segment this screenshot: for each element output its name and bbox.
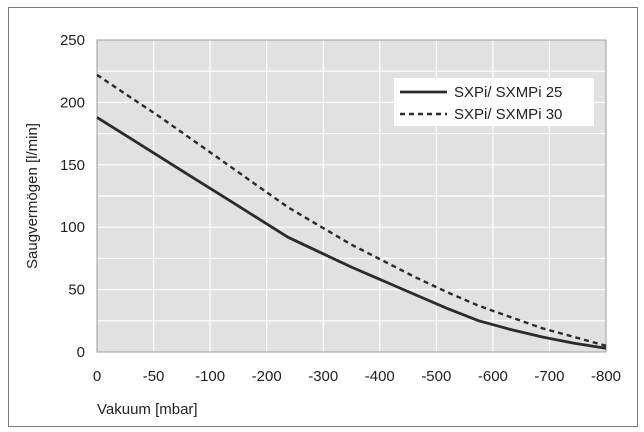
- plot-border: [96, 39, 607, 353]
- y-tick-label: 0: [77, 344, 85, 361]
- series-line-1: [96, 116, 607, 350]
- legend-label-series-1: SXPi/ SXMPi 25: [454, 84, 562, 101]
- legend-label-series-2: SXPi/ SXMPi 30: [454, 106, 562, 123]
- y-tick-label: 250: [60, 32, 85, 49]
- y-axis-title: Saugvermögen [l/min]: [24, 123, 41, 269]
- x-tick-label: -500: [421, 368, 451, 385]
- y-tick-label: 150: [60, 157, 85, 174]
- x-tick-labels: 0 -50 -100 -200 -300 -400 -500 -600 -700 -800: [93, 368, 621, 385]
- x-tick-label: -800: [591, 368, 621, 385]
- x-tick-label: -300: [308, 368, 338, 385]
- legend-background: [394, 78, 594, 126]
- series-line-2: [96, 73, 607, 347]
- y-tick-label: 100: [60, 219, 85, 236]
- x-tick-label: 0: [93, 368, 101, 385]
- x-axis-title: Vakuum [mbar]: [97, 401, 198, 418]
- x-tick-label: -400: [365, 368, 395, 385]
- series-lines: [96, 73, 607, 350]
- y-tick-label: 50: [68, 282, 85, 299]
- x-tick-label: -600: [478, 368, 508, 385]
- x-tick-label: -700: [534, 368, 564, 385]
- y-tick-labels: 0 50 100 150 200 250: [60, 32, 85, 361]
- x-tick-label: -50: [143, 368, 165, 385]
- axes: [96, 39, 607, 353]
- x-tick-label: -100: [195, 368, 225, 385]
- y-tick-label: 200: [60, 94, 85, 111]
- x-tick-label: -200: [252, 368, 282, 385]
- legend: SXPi/ SXMPi 25 SXPi/ SXMPi 30: [394, 78, 594, 126]
